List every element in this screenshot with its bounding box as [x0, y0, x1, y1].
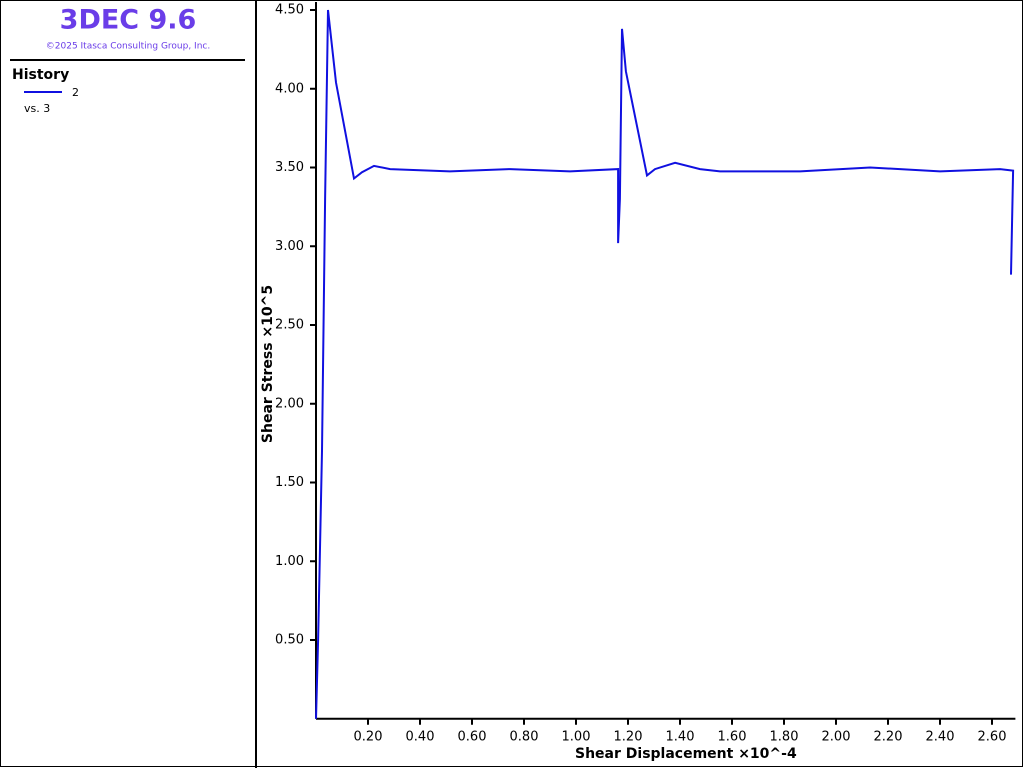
data-line	[315, 9, 1015, 719]
x-tick-label: 1.40	[666, 729, 695, 744]
x-tick-label: 2.00	[822, 729, 851, 744]
x-tick-label: 0.80	[510, 729, 539, 744]
x-tick-label: 1.00	[562, 729, 591, 744]
x-tick-label: 1.60	[718, 729, 747, 744]
y-tick-label: 4.00	[275, 81, 304, 96]
y-tick-label: 2.00	[275, 396, 304, 411]
y-tick-label: 0.50	[275, 633, 304, 648]
legend-subtitle: vs. 3	[24, 102, 50, 115]
x-tick-label: 2.20	[874, 729, 903, 744]
y-tick-label: 2.50	[275, 318, 304, 333]
y-axis-label: Shear Stress ×10^5	[260, 285, 276, 443]
x-tick-label: 1.80	[770, 729, 799, 744]
legend-title: History	[12, 67, 69, 83]
app-title: 3DEC 9.6	[60, 5, 197, 36]
x-tick-label: 1.20	[614, 729, 643, 744]
x-tick-label: 0.60	[458, 729, 487, 744]
x-tick-label: 2.60	[978, 729, 1007, 744]
y-tick-label: 4.50	[275, 3, 304, 18]
y-tick-label: 1.50	[275, 475, 304, 490]
x-tick-label: 0.40	[406, 729, 435, 744]
copyright: ©2025 Itasca Consulting Group, Inc.	[46, 42, 210, 52]
y-tick-label: 1.00	[275, 554, 304, 569]
legend-label: 2	[72, 86, 79, 99]
x-tick-label: 0.20	[354, 729, 383, 744]
x-axis-label: Shear Displacement ×10^-4	[575, 746, 797, 762]
y-tick-label: 3.50	[275, 160, 304, 175]
y-tick-label: 3.00	[275, 239, 304, 254]
x-tick-label: 2.40	[926, 729, 955, 744]
